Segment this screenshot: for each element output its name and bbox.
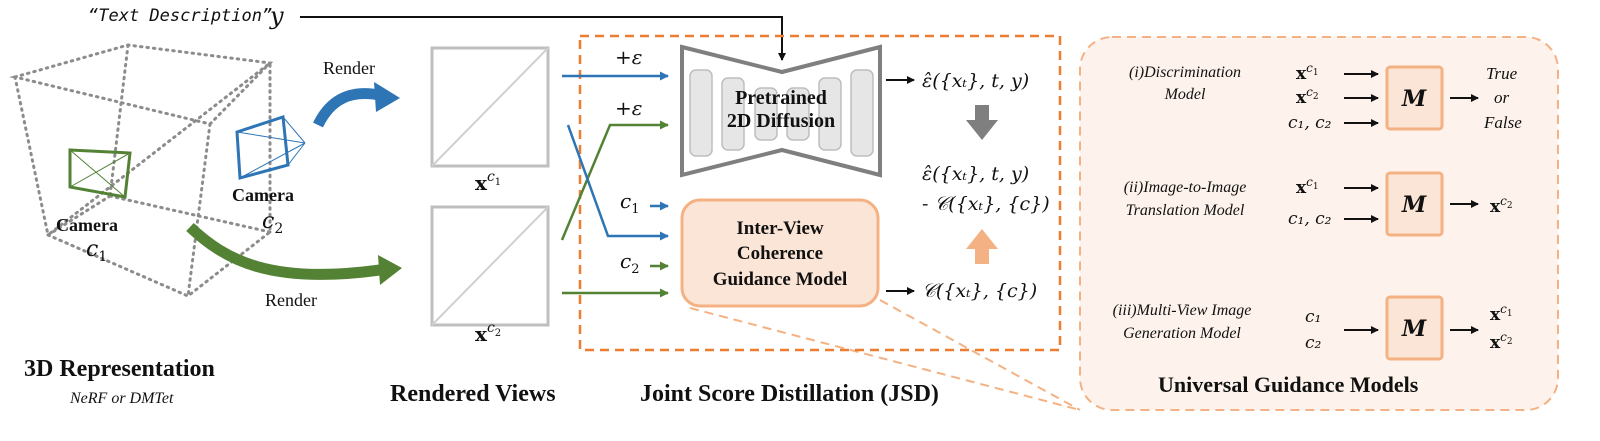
- camera1-symbol: c1: [86, 237, 107, 265]
- view1-to-guidance-line: [566, 124, 669, 241]
- view2-to-diffusion-line: [560, 120, 669, 241]
- zoom-line-2: [879, 299, 1081, 411]
- render-arrow-top: [313, 88, 386, 128]
- render-top-label: Render: [323, 58, 375, 78]
- guidance-label-line1: Inter-View: [736, 218, 824, 239]
- combined-expr-line1: ε̂({xₜ}, t, y): [922, 163, 1029, 185]
- camera1-frustum-icon: [68, 148, 132, 199]
- row3-name-line2: Generation Model: [1123, 325, 1241, 342]
- jsd-box: [578, 34, 1062, 352]
- row1-input-3: c₁, c₂: [1288, 113, 1332, 133]
- combine-up-arrow: [966, 229, 998, 264]
- text-prompt-arrow: [300, 16, 786, 61]
- row2-name-line1: (ii)Image-to-Image: [1124, 179, 1247, 196]
- row1-output-true: True: [1486, 64, 1518, 83]
- row1-model-box: [1385, 65, 1444, 131]
- combined-expr-line2: - 𝒞({xₜ}, {c}): [922, 193, 1050, 215]
- combine-down-arrow: [966, 105, 998, 140]
- guidance-label-line2: Coherence: [737, 243, 823, 264]
- text-description-label: “Text Description”: [88, 6, 272, 26]
- view2-label: xc2: [475, 320, 501, 346]
- c2-label: c2: [620, 249, 639, 277]
- diffusion-label-line1: Pretrained: [735, 87, 827, 109]
- row1-name-line2: Model: [1164, 86, 1206, 103]
- camera2-frustum-icon: [235, 114, 306, 180]
- row3-name-line1: (iii)Multi-View Image: [1113, 302, 1252, 319]
- row1-output-false: False: [1483, 113, 1522, 132]
- row2-model-box: [1385, 171, 1444, 237]
- scene-title: 3D Representation: [24, 356, 215, 382]
- guidance-model-box: [680, 198, 880, 308]
- views-title: Rendered Views: [390, 381, 556, 407]
- scene-subtitle: NeRF or DMTet: [69, 390, 174, 407]
- unet-feature-blocks: [689, 69, 874, 157]
- render-arrow-top-head: [374, 82, 400, 112]
- row1-name-line1: (i)Discrimination: [1129, 64, 1241, 81]
- jsd-title: Joint Score Distillation (JSD): [640, 381, 939, 407]
- noise-label-2: +ε: [615, 96, 643, 120]
- c1-label: c1: [620, 189, 639, 217]
- diffusion-label-line2: 2D Diffusion: [727, 110, 835, 132]
- row2-name-line2: Translation Model: [1126, 202, 1245, 219]
- row1-model-symbol: M: [1401, 86, 1427, 112]
- diffusion-output-expr: ε̂({xₜ}, t, y): [922, 70, 1029, 92]
- row1-output-or: or: [1494, 88, 1510, 107]
- guidance-label-line3: Guidance Model: [713, 269, 848, 290]
- guidance-output-expr: 𝒞({xₜ}, {c}): [922, 280, 1037, 302]
- noise-label-1: +ε: [615, 45, 643, 69]
- row2-input-2: c₁, c₂: [1288, 209, 1332, 229]
- view1-label: xc1: [475, 169, 501, 195]
- row3-input-2: c₂: [1305, 333, 1322, 353]
- zoom-line-1: [689, 307, 1081, 411]
- render-arrow-bottom: [186, 222, 381, 280]
- camera2-label: Camera: [232, 185, 294, 205]
- camera2-symbol: c2: [262, 209, 283, 237]
- camera1-label: Camera: [56, 215, 118, 235]
- row3-model-box: [1385, 295, 1444, 361]
- row3-model-symbol: M: [1401, 316, 1427, 342]
- row3-input-1: c₁: [1305, 307, 1321, 327]
- universal-title: Universal Guidance Models: [1158, 372, 1419, 397]
- text-description-symbol: y: [269, 2, 284, 30]
- render-bottom-label: Render: [265, 290, 317, 310]
- scene-wireframe: [9, 43, 274, 298]
- render-arrow-bottom-head: [378, 255, 402, 285]
- row2-model-symbol: M: [1401, 192, 1427, 218]
